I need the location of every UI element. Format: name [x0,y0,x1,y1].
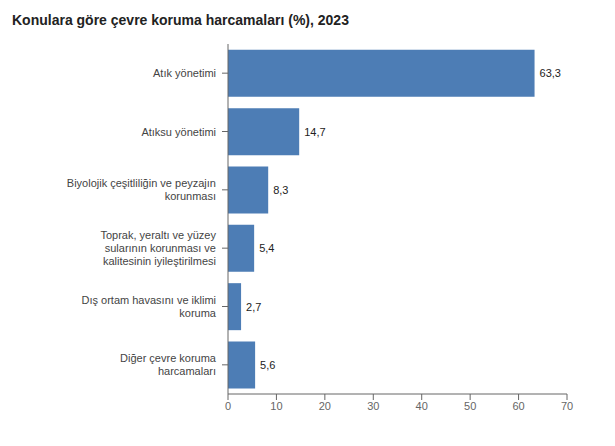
html-text:Konulara göre çevre koruma har: Konulara göre çevre koruma harcamaları (… [12,12,349,28]
svg-text:Toprak, yeraltı ve yüzeysuları: Toprak, yeraltı ve yüzeysularının korunm… [100,229,216,267]
svg-text:70: 70 [561,400,573,412]
svg-text:Biyolojik çeşitliliğin ve peyz: Biyolojik çeşitliliğin ve peyzajınkorunm… [67,177,216,202]
svg-text:20: 20 [319,400,331,412]
svg-text:Dış ortam havasını ve iklimiko: Dış ortam havasını ve iklimikoruma [82,294,217,319]
svg-text:60: 60 [512,400,524,412]
svg-text:2,7: 2,7 [246,301,261,313]
svg-text:5,4: 5,4 [259,242,274,254]
svg-text:8,3: 8,3 [273,184,288,196]
svg-text:50: 50 [464,400,476,412]
svg-text:10: 10 [270,400,282,412]
svg-text:14,7: 14,7 [304,126,325,138]
svg-text:Diğer çevre korumaharcamaları: Diğer çevre korumaharcamaları [120,352,217,377]
svg-text:40: 40 [416,400,428,412]
svg-text:0: 0 [225,400,231,412]
svg-text:63,3: 63,3 [540,67,561,79]
svg-text:30: 30 [367,400,379,412]
svg-text:5,6: 5,6 [260,359,275,371]
svg-text:Atıksu yönetimi: Atıksu yönetimi [141,126,216,138]
svg-text:Atık yönetimi: Atık yönetimi [153,67,216,79]
